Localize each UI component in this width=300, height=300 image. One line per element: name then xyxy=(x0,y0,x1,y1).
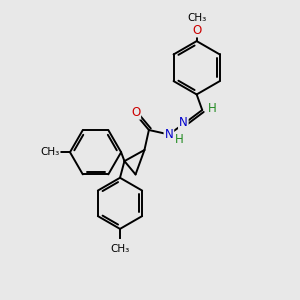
Text: H: H xyxy=(175,134,183,146)
Text: O: O xyxy=(131,106,140,119)
Text: CH₃: CH₃ xyxy=(110,244,130,254)
Text: CH₃: CH₃ xyxy=(187,13,206,23)
Text: N: N xyxy=(164,128,173,141)
Text: H: H xyxy=(208,102,217,116)
Text: O: O xyxy=(192,23,201,37)
Text: CH₃: CH₃ xyxy=(40,147,60,157)
Text: N: N xyxy=(179,116,188,129)
